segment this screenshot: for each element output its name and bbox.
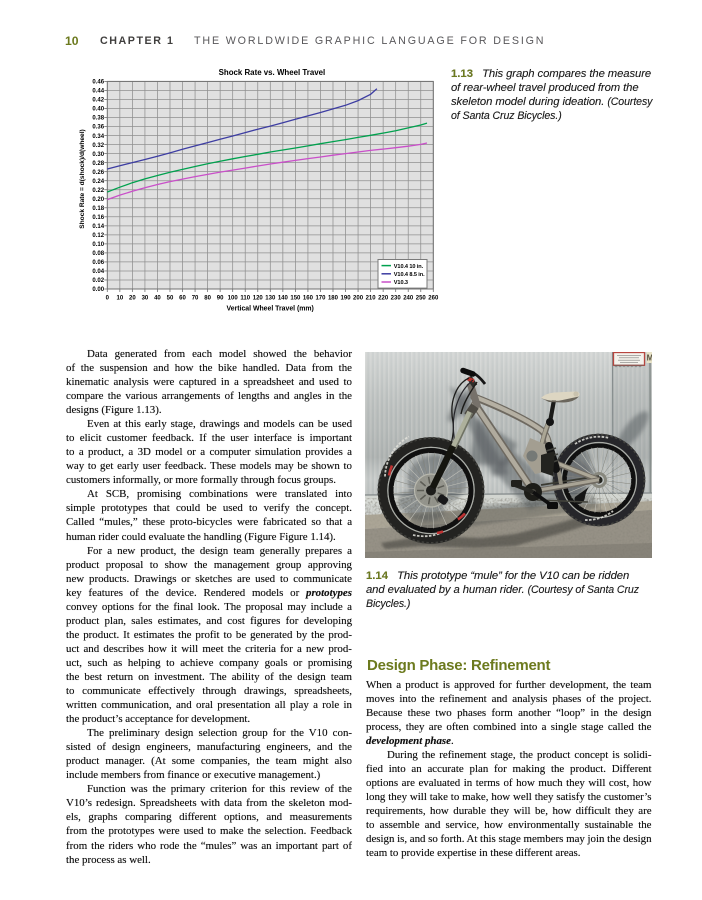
svg-text:140: 140 bbox=[278, 296, 289, 302]
svg-text:80: 80 bbox=[204, 296, 211, 302]
svg-text:170: 170 bbox=[315, 296, 326, 302]
svg-text:210: 210 bbox=[366, 296, 377, 302]
svg-text:Shock Rate = d(shock)/d(wheel): Shock Rate = d(shock)/d(wheel) bbox=[79, 129, 86, 228]
svg-text:0: 0 bbox=[106, 296, 110, 302]
svg-text:V10.3: V10.3 bbox=[394, 280, 408, 286]
svg-text:130: 130 bbox=[265, 296, 276, 302]
svg-text:0.40: 0.40 bbox=[92, 107, 104, 113]
svg-text:0.18: 0.18 bbox=[92, 206, 104, 212]
svg-text:0.36: 0.36 bbox=[92, 125, 104, 131]
svg-text:0.16: 0.16 bbox=[92, 215, 104, 221]
svg-text:Shock Rate vs. Wheel Travel: Shock Rate vs. Wheel Travel bbox=[219, 68, 326, 77]
svg-text:0.30: 0.30 bbox=[92, 152, 104, 158]
svg-text:100: 100 bbox=[228, 296, 239, 302]
svg-text:0.22: 0.22 bbox=[92, 188, 104, 194]
svg-text:0.44: 0.44 bbox=[92, 89, 104, 95]
svg-text:Vertical Wheel Travel (mm): Vertical Wheel Travel (mm) bbox=[227, 305, 314, 312]
svg-text:120: 120 bbox=[253, 296, 264, 302]
svg-text:180: 180 bbox=[328, 296, 339, 302]
svg-text:90: 90 bbox=[217, 296, 224, 302]
svg-text:0.34: 0.34 bbox=[92, 134, 104, 140]
svg-text:0.04: 0.04 bbox=[92, 269, 104, 275]
svg-text:240: 240 bbox=[403, 296, 414, 302]
svg-text:70: 70 bbox=[192, 296, 199, 302]
svg-text:0.12: 0.12 bbox=[92, 233, 104, 239]
svg-text:0.38: 0.38 bbox=[92, 116, 104, 122]
svg-text:0.46: 0.46 bbox=[92, 80, 104, 86]
svg-text:260: 260 bbox=[428, 296, 439, 302]
svg-text:M: M bbox=[647, 354, 652, 363]
svg-text:0.10: 0.10 bbox=[92, 242, 104, 248]
svg-text:V10.4 8.5 in.: V10.4 8.5 in. bbox=[394, 272, 425, 278]
svg-text:160: 160 bbox=[303, 296, 314, 302]
svg-text:110: 110 bbox=[240, 296, 250, 302]
svg-text:0.08: 0.08 bbox=[92, 251, 104, 257]
svg-text:200: 200 bbox=[353, 296, 364, 302]
svg-text:V10.4 10 in.: V10.4 10 in. bbox=[394, 264, 424, 270]
svg-text:0.26: 0.26 bbox=[92, 170, 104, 176]
svg-text:0.02: 0.02 bbox=[92, 278, 104, 284]
svg-text:0.20: 0.20 bbox=[92, 197, 104, 203]
svg-text:230: 230 bbox=[391, 296, 402, 302]
svg-text:20: 20 bbox=[129, 296, 136, 302]
svg-text:0.06: 0.06 bbox=[92, 260, 104, 266]
svg-text:30: 30 bbox=[142, 296, 149, 302]
svg-text:0.42: 0.42 bbox=[92, 98, 104, 104]
svg-text:40: 40 bbox=[154, 296, 161, 302]
svg-text:220: 220 bbox=[378, 296, 389, 302]
svg-text:10: 10 bbox=[116, 296, 123, 302]
svg-text:60: 60 bbox=[179, 296, 186, 302]
svg-text:0.14: 0.14 bbox=[92, 224, 104, 230]
svg-text:0.24: 0.24 bbox=[92, 179, 104, 185]
svg-text:190: 190 bbox=[341, 296, 352, 302]
svg-text:150: 150 bbox=[290, 296, 301, 302]
svg-text:250: 250 bbox=[416, 296, 427, 302]
svg-text:50: 50 bbox=[167, 296, 174, 302]
svg-text:0.00: 0.00 bbox=[92, 287, 104, 293]
svg-text:0.32: 0.32 bbox=[92, 143, 104, 149]
svg-text:0.28: 0.28 bbox=[92, 161, 104, 167]
